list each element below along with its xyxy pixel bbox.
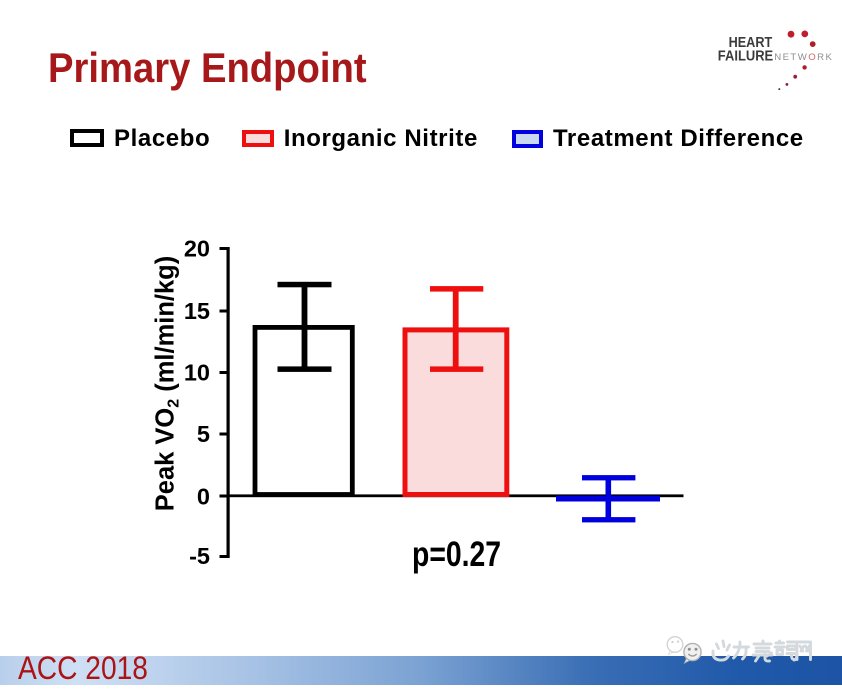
svg-text:10: 10 (184, 359, 210, 385)
svg-text:HEART: HEART (729, 34, 773, 51)
svg-text:-5: -5 (189, 543, 210, 569)
svg-text:Peak VO2 (ml/min/kg): Peak VO2 (ml/min/kg) (152, 256, 183, 511)
svg-text:NETWORK: NETWORK (774, 52, 833, 63)
svg-text:15: 15 (184, 298, 210, 324)
svg-text:20: 20 (184, 235, 210, 261)
svg-text:5: 5 (197, 421, 210, 447)
svg-text:FAILURE: FAILURE (718, 48, 773, 65)
svg-text:0: 0 (197, 483, 210, 509)
